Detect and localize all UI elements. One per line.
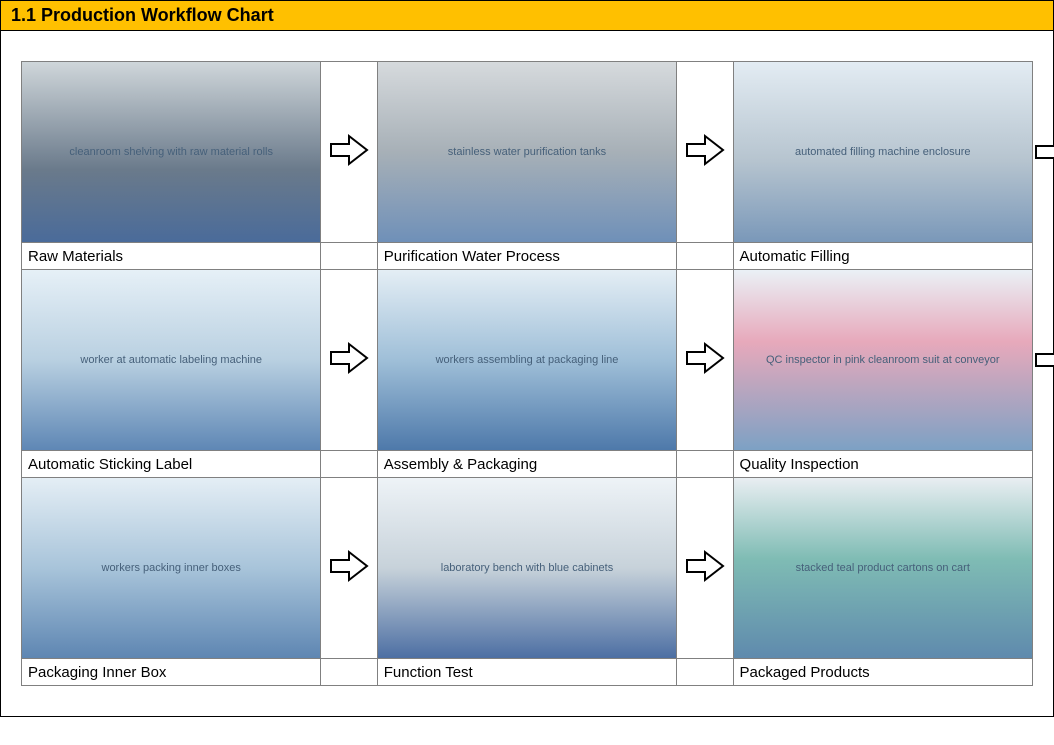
image-placeholder: laboratory bench with blue cabinets	[378, 478, 676, 658]
arrow-right-icon	[1034, 340, 1054, 380]
step-image-5: workers assembling at packaging line	[377, 270, 676, 451]
flow-arrow	[321, 62, 377, 243]
flow-arrow-spacer	[677, 451, 733, 478]
arrow-right-icon	[685, 338, 725, 378]
step-label: Packaged Products	[733, 659, 1032, 686]
step-label: Function Test	[377, 659, 676, 686]
flow-arrow-spacer	[677, 659, 733, 686]
step-image-6: QC inspector in pink cleanroom suit at c…	[733, 270, 1032, 451]
image-placeholder: stacked teal product cartons on cart	[734, 478, 1032, 658]
flow-arrow-spacer	[321, 451, 377, 478]
image-placeholder: workers assembling at packaging line	[378, 270, 676, 450]
step-image-7: workers packing inner boxes	[22, 478, 321, 659]
flow-arrow	[677, 478, 733, 659]
image-placeholder: stainless water purification tanks	[378, 62, 676, 242]
arrow-right-icon	[1034, 132, 1054, 172]
step-image-4: worker at automatic labeling machine	[22, 270, 321, 451]
flow-arrow-spacer	[677, 243, 733, 270]
step-label: Automatic Sticking Label	[22, 451, 321, 478]
step-label: Quality Inspection	[733, 451, 1032, 478]
step-label: Packaging Inner Box	[22, 659, 321, 686]
image-placeholder: worker at automatic labeling machine	[22, 270, 320, 450]
step-label: Automatic Filling	[733, 243, 1032, 270]
flow-arrow	[321, 270, 377, 451]
flow-arrow	[321, 478, 377, 659]
image-placeholder: QC inspector in pink cleanroom suit at c…	[734, 270, 1032, 450]
step-image-9: stacked teal product cartons on cart	[733, 478, 1032, 659]
flow-arrow	[677, 270, 733, 451]
arrow-right-icon	[685, 546, 725, 586]
step-image-2: stainless water purification tanks	[377, 62, 676, 243]
arrow-right-icon	[329, 338, 369, 378]
step-label: Raw Materials	[22, 243, 321, 270]
flow-arrow-spacer	[321, 243, 377, 270]
image-placeholder: workers packing inner boxes	[22, 478, 320, 658]
step-image-1: cleanroom shelving with raw material rol…	[22, 62, 321, 243]
arrow-right-icon	[329, 130, 369, 170]
step-label: Assembly & Packaging	[377, 451, 676, 478]
step-image-8: laboratory bench with blue cabinets	[377, 478, 676, 659]
arrow-right-icon	[329, 546, 369, 586]
section-title: 1.1 Production Workflow Chart	[1, 1, 1053, 31]
arrow-right-icon	[685, 130, 725, 170]
step-image-3: automated filling machine enclosure	[733, 62, 1032, 243]
flow-table: cleanroom shelving with raw material rol…	[21, 61, 1033, 686]
flow-arrow	[677, 62, 733, 243]
flow-grid: cleanroom shelving with raw material rol…	[1, 31, 1053, 716]
image-placeholder: automated filling machine enclosure	[734, 62, 1032, 242]
workflow-chart-container: 1.1 Production Workflow Chart cleanroom …	[0, 0, 1054, 717]
flow-arrow-spacer	[321, 659, 377, 686]
step-label: Purification Water Process	[377, 243, 676, 270]
image-placeholder: cleanroom shelving with raw material rol…	[22, 62, 320, 242]
